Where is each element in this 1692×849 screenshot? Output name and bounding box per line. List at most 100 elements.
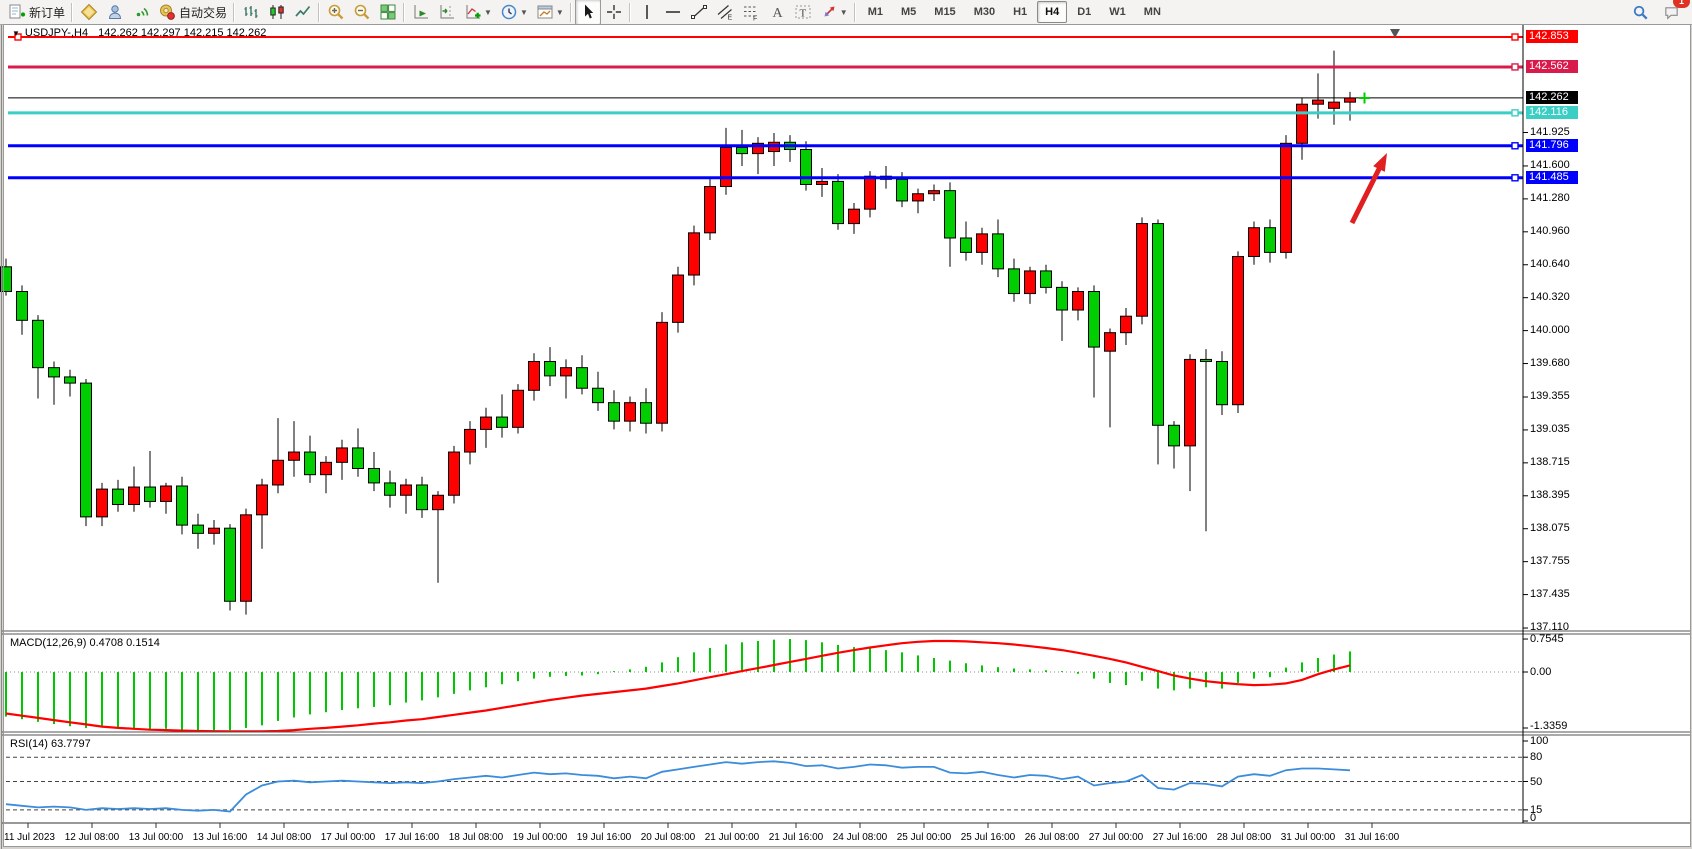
time-axis-label[interactable]: 21 Jul 00:00 bbox=[704, 832, 760, 843]
rsi-axis-label[interactable]: 100 bbox=[1530, 735, 1549, 747]
price-axis-tick[interactable]: 140.640 bbox=[1530, 258, 1570, 270]
toolbar-button-label[interactable]: T bbox=[790, 0, 816, 25]
svg-text:A: A bbox=[772, 6, 783, 21]
rsi-axis-label[interactable]: 0 bbox=[1530, 812, 1537, 824]
time-axis-label[interactable]: 24 Jul 08:00 bbox=[832, 832, 888, 843]
price-axis-tick[interactable]: 138.395 bbox=[1530, 489, 1570, 501]
svg-text:E: E bbox=[727, 15, 732, 22]
time-axis-label[interactable]: 13 Jul 00:00 bbox=[128, 832, 184, 843]
time-axis-label[interactable]: 13 Jul 16:00 bbox=[192, 832, 248, 843]
rsi-axis-label[interactable]: 15 bbox=[1530, 804, 1543, 816]
toolbar-button-chart-shift[interactable] bbox=[434, 0, 460, 25]
time-axis-label[interactable]: 25 Jul 00:00 bbox=[896, 832, 952, 843]
toolbar-button-line-chart[interactable] bbox=[290, 0, 316, 25]
time-axis-label[interactable]: 11 Jul 2023 bbox=[4, 832, 55, 843]
toolbar-button-periods[interactable]: ▼ bbox=[496, 0, 532, 25]
toolbar-separator bbox=[233, 2, 236, 22]
toolbar-button-crosshair[interactable] bbox=[601, 0, 627, 25]
toolbar-button-search[interactable] bbox=[1628, 0, 1653, 25]
price-axis-tick[interactable]: 141.925 bbox=[1530, 126, 1570, 138]
time-axis-label[interactable]: 19 Jul 16:00 bbox=[576, 832, 632, 843]
time-axis-label[interactable]: 12 Jul 08:00 bbox=[64, 832, 120, 843]
toolbar-button-autotrading[interactable]: 自动交易 bbox=[154, 0, 231, 25]
price-axis-tick[interactable]: 139.355 bbox=[1530, 390, 1570, 402]
arrow-annotation[interactable] bbox=[1349, 153, 1387, 225]
toolbar-button-marketwatch[interactable] bbox=[102, 0, 128, 25]
toolbar-button-equidistant-channel[interactable]: E bbox=[712, 0, 738, 25]
timeframe-button-m1[interactable]: M1 bbox=[867, 6, 883, 18]
price-axis-tick[interactable]: 140.000 bbox=[1530, 324, 1570, 336]
toolbar-button-metaeditor[interactable] bbox=[76, 0, 102, 25]
toolbar-button-indicators[interactable]: ▼ bbox=[460, 0, 496, 25]
time-axis-label[interactable]: 14 Jul 08:00 bbox=[256, 832, 312, 843]
line-handle[interactable] bbox=[1511, 63, 1519, 71]
macd-axis-label[interactable]: 0.7545 bbox=[1530, 633, 1564, 645]
line-handle[interactable] bbox=[1511, 33, 1519, 41]
price-axis-tick[interactable]: 138.715 bbox=[1530, 456, 1570, 468]
price-axis-tick[interactable]: 137.110 bbox=[1530, 621, 1569, 633]
time-axis-label[interactable]: 28 Jul 08:00 bbox=[1216, 832, 1272, 843]
price-axis-tick[interactable]: 141.600 bbox=[1530, 159, 1570, 171]
time-axis-label[interactable]: 31 Jul 16:00 bbox=[1344, 832, 1400, 843]
toolbar-button-tile-windows[interactable] bbox=[375, 0, 401, 25]
time-axis-label[interactable]: 27 Jul 16:00 bbox=[1152, 832, 1208, 843]
time-axis-label[interactable]: 31 Jul 00:00 bbox=[1280, 832, 1336, 843]
line-handle[interactable] bbox=[14, 33, 22, 41]
toolbar-button-new-order[interactable]: 新订单 bbox=[4, 0, 69, 25]
rsi-axis-label[interactable]: 80 bbox=[1530, 751, 1543, 763]
toolbar-button-trendline[interactable] bbox=[686, 0, 712, 25]
macd-axis-label[interactable]: -1.3359 bbox=[1530, 720, 1568, 732]
timeframe-button-d1[interactable]: D1 bbox=[1077, 6, 1092, 18]
time-axis-label[interactable]: 17 Jul 16:00 bbox=[384, 832, 440, 843]
timeframe-button-mn[interactable]: MN bbox=[1143, 6, 1161, 18]
time-axis-label[interactable]: 26 Jul 08:00 bbox=[1024, 832, 1080, 843]
time-axis-label[interactable]: 18 Jul 08:00 bbox=[448, 832, 504, 843]
time-axis-label[interactable]: 19 Jul 00:00 bbox=[512, 832, 568, 843]
time-axis-label[interactable]: 20 Jul 08:00 bbox=[640, 832, 696, 843]
toolbar-button-zoom-in[interactable] bbox=[323, 0, 349, 25]
timeframe-button-m30[interactable]: M30 bbox=[973, 6, 996, 18]
time-axis-label[interactable]: 25 Jul 16:00 bbox=[960, 832, 1016, 843]
price-axis-tick[interactable]: 139.680 bbox=[1530, 357, 1570, 369]
price-axis-tick[interactable]: 140.960 bbox=[1530, 225, 1570, 237]
price-axis-tick[interactable]: 137.435 bbox=[1530, 588, 1570, 600]
toolbar-button-templates[interactable]: ▼ bbox=[532, 0, 568, 25]
timeframe-button-h1[interactable]: H1 bbox=[1013, 6, 1028, 18]
price-axis-tick[interactable]: 140.320 bbox=[1530, 291, 1570, 303]
chart-shift-marker[interactable] bbox=[1390, 29, 1400, 38]
timeframe-button-m5[interactable]: M5 bbox=[901, 6, 917, 18]
time-axis-label[interactable]: 17 Jul 00:00 bbox=[320, 832, 376, 843]
macd-axis-label[interactable]: 0.00 bbox=[1530, 666, 1552, 678]
price-axis-tick[interactable]: 139.035 bbox=[1530, 423, 1570, 435]
time-axis-label[interactable]: 21 Jul 16:00 bbox=[768, 832, 824, 843]
macd-indicator-label: MACD(12,26,9) 0.4708 0.1514 bbox=[10, 637, 160, 649]
price-axis-tick[interactable]: 138.075 bbox=[1530, 522, 1570, 534]
main-chart-pane[interactable] bbox=[4, 25, 1523, 631]
line-handle[interactable] bbox=[1511, 109, 1519, 117]
toolbar-button-candlestick[interactable] bbox=[264, 0, 290, 25]
timeframe-button-m15[interactable]: M15 bbox=[934, 6, 956, 18]
toolbar-button-bar-chart[interactable] bbox=[238, 0, 264, 25]
toolbar-button-text[interactable]: A bbox=[764, 0, 790, 25]
title-dropdown-icon[interactable]: ▼ bbox=[12, 28, 20, 38]
macd-pane[interactable] bbox=[4, 636, 1523, 732]
label-icon: T bbox=[795, 5, 811, 20]
time-axis-label[interactable]: 27 Jul 00:00 bbox=[1088, 832, 1144, 843]
timeframe-button-h4[interactable]: H4 bbox=[1037, 1, 1068, 23]
line-handle[interactable] bbox=[1511, 174, 1519, 182]
toolbar-button-vertical-line[interactable] bbox=[634, 0, 660, 25]
toolbar-button-arrows[interactable]: ▼ bbox=[816, 0, 852, 25]
price-axis-tick[interactable]: 137.755 bbox=[1530, 555, 1570, 567]
toolbar-button-cursor[interactable] bbox=[574, 0, 601, 25]
timeframe-button-w1[interactable]: W1 bbox=[1109, 6, 1126, 18]
rsi-pane[interactable] bbox=[4, 737, 1523, 823]
toolbar-button-chat[interactable]: 1 bbox=[1659, 0, 1690, 25]
toolbar-button-autoscroll[interactable] bbox=[408, 0, 434, 25]
line-handle[interactable] bbox=[1511, 142, 1519, 150]
price-axis-tick[interactable]: 141.280 bbox=[1530, 192, 1570, 204]
toolbar-button-fibonacci[interactable]: F bbox=[738, 0, 764, 25]
toolbar-button-zoom-out[interactable] bbox=[349, 0, 375, 25]
toolbar-button-signals[interactable] bbox=[128, 0, 154, 25]
rsi-axis-label[interactable]: 50 bbox=[1530, 776, 1543, 788]
toolbar-button-horizontal-line[interactable] bbox=[660, 0, 686, 25]
